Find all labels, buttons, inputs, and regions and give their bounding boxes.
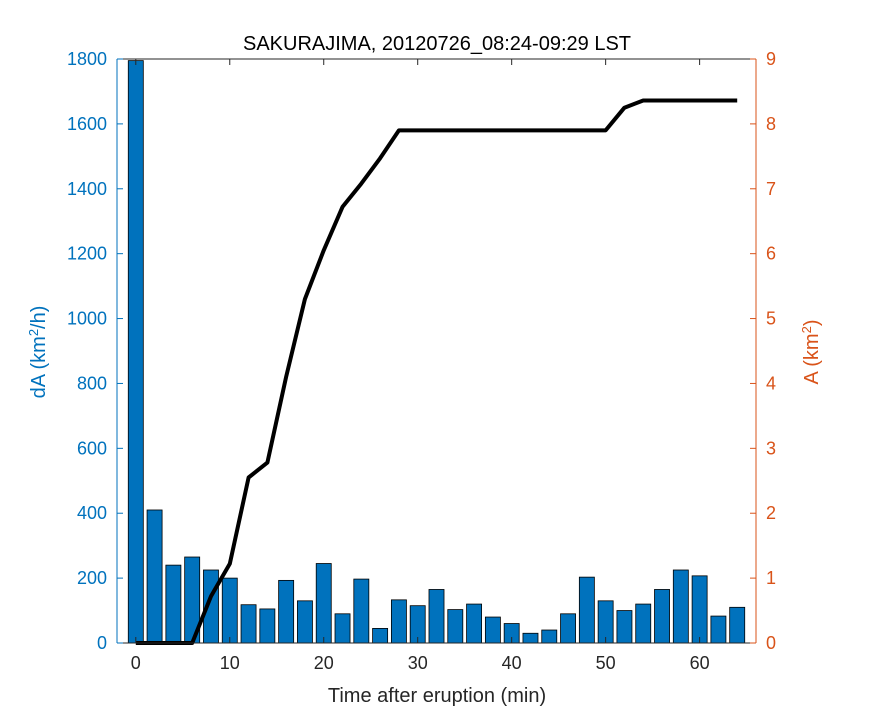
right-y-tick-label: 2 xyxy=(766,503,776,523)
right-axis-title-prefix: A (km xyxy=(801,333,823,384)
right-y-tick-label: 5 xyxy=(766,309,776,329)
bar xyxy=(729,606,746,644)
bar xyxy=(240,604,257,644)
line-layer xyxy=(135,98,738,645)
x-tick-label: 0 xyxy=(131,653,141,673)
right-y-tick-label: 6 xyxy=(766,244,776,264)
bar xyxy=(541,629,558,644)
bar xyxy=(616,610,633,644)
bar xyxy=(146,509,163,644)
right-axis-title-suffix: ) xyxy=(801,319,823,326)
bar xyxy=(672,569,689,644)
bar xyxy=(221,577,238,644)
x-tick-label: 60 xyxy=(690,653,710,673)
bar xyxy=(278,579,295,644)
bar xyxy=(522,632,539,644)
left-y-tick-label: 200 xyxy=(77,568,107,588)
x-tick-label: 10 xyxy=(220,653,240,673)
left-y-tick-label: 600 xyxy=(77,438,107,458)
left-axis-title: dA (km2/h) xyxy=(26,306,51,399)
bars-layer xyxy=(127,60,746,644)
right-y-tick-label: 0 xyxy=(766,633,776,653)
left-y-tick-label: 1200 xyxy=(67,244,107,264)
left-axis-title-suffix: /h) xyxy=(28,306,50,329)
bar xyxy=(635,603,652,644)
left-y-tick-label: 800 xyxy=(77,373,107,393)
left-y-tick-label: 1600 xyxy=(67,114,107,134)
x-tick-label: 30 xyxy=(408,653,428,673)
bar xyxy=(691,575,708,644)
bar xyxy=(165,564,182,644)
left-y-tick-label: 400 xyxy=(77,503,107,523)
right-y-tick-label: 7 xyxy=(766,179,776,199)
x-tick-label: 50 xyxy=(596,653,616,673)
left-y-tick-label: 1400 xyxy=(67,179,107,199)
bar xyxy=(560,613,576,644)
x-tick-label: 40 xyxy=(502,653,522,673)
bar xyxy=(334,613,351,644)
bar xyxy=(466,603,483,644)
right-axis-title: A (km2) xyxy=(799,319,824,384)
right-y-tick-label: 4 xyxy=(766,373,776,393)
bar xyxy=(127,60,144,644)
bar xyxy=(353,578,370,644)
right-axis-title-sup: 2 xyxy=(799,326,814,333)
axes-layer xyxy=(116,58,757,644)
ticks-layer: 0 10 20 30 40 50 60020040060080010001200140016… xyxy=(67,49,776,673)
bar xyxy=(428,589,445,644)
right-y-tick-label: 8 xyxy=(766,114,776,134)
left-y-tick-label: 1800 xyxy=(67,49,107,69)
bar xyxy=(578,576,595,644)
right-y-tick-label: 9 xyxy=(766,49,776,69)
x-axis-title: Time after eruption (min) xyxy=(328,685,546,707)
left-axis-title-sup: 2 xyxy=(26,329,41,336)
bar xyxy=(484,616,501,644)
bar xyxy=(447,609,464,644)
left-axis-title-prefix: dA (km xyxy=(28,336,50,398)
bar xyxy=(390,599,407,644)
x-tick-label: 20 xyxy=(314,653,334,673)
chart-title: SAKURAJIMA, 20120726_08:24-09:29 LST xyxy=(243,33,631,55)
cumulative-area-line xyxy=(135,98,738,645)
bar xyxy=(259,608,276,644)
left-y-tick-label: 1000 xyxy=(67,309,107,329)
right-y-tick-label: 3 xyxy=(766,438,776,458)
bar xyxy=(654,589,670,644)
bar xyxy=(372,628,389,644)
right-y-tick-label: 1 xyxy=(766,568,776,588)
bar xyxy=(597,600,614,644)
bar xyxy=(710,615,727,644)
bar xyxy=(315,563,332,644)
left-y-tick-label: 0 xyxy=(97,633,107,653)
bar xyxy=(297,600,313,644)
